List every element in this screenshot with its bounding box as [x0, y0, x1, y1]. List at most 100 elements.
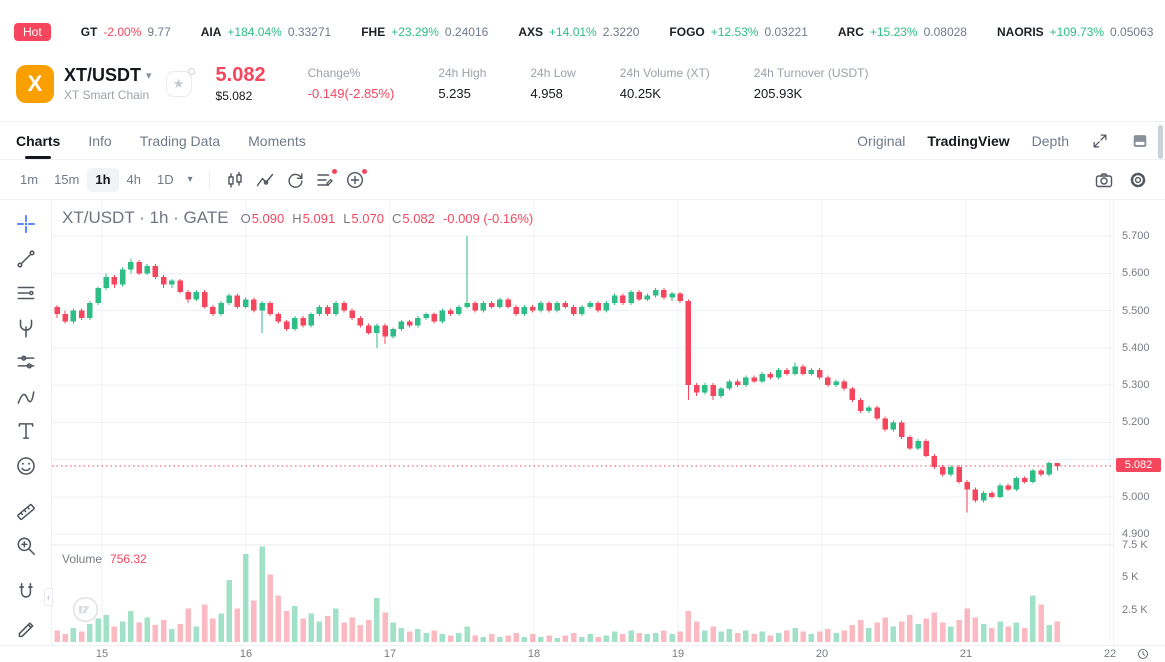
- pitchfork-icon: [19, 319, 32, 338]
- candlestick-chart[interactable]: [52, 200, 1113, 645]
- view-tradingview[interactable]: TradingView: [927, 132, 1010, 149]
- ticker-change: +12.53%: [710, 25, 759, 39]
- emoji-tool-button[interactable]: [9, 450, 43, 483]
- price-tick: 5.600: [1122, 267, 1150, 280]
- ticker-item[interactable]: AXS +14.01% 2.3220: [518, 25, 639, 39]
- crosshair-tool-button[interactable]: [9, 208, 43, 241]
- trendline-tool-button[interactable]: [9, 243, 43, 276]
- pair-selector[interactable]: XT/USDT ▾: [64, 65, 152, 86]
- refresh-button[interactable]: [280, 166, 310, 194]
- time-tick: 15: [95, 648, 109, 660]
- tab-charts[interactable]: Charts: [16, 122, 60, 159]
- interval-4h[interactable]: 4h: [126, 172, 141, 187]
- snapshot-button[interactable]: [1089, 166, 1119, 194]
- tab-moments[interactable]: Moments: [248, 132, 306, 149]
- time-tick: 16: [239, 648, 253, 660]
- brush-tool-button[interactable]: [9, 381, 43, 414]
- stat-volume: 24h Volume (XT) 40.25K: [620, 66, 710, 101]
- text-tool-button[interactable]: [9, 415, 43, 448]
- ticker-change: +14.01%: [549, 25, 597, 39]
- gear-icon: [1130, 172, 1146, 187]
- price-tick: 5.300: [1122, 379, 1150, 391]
- ticker-price: 0.24016: [444, 25, 489, 39]
- star-badge: [187, 67, 195, 75]
- time-tick: 21: [959, 648, 973, 660]
- text-icon: [18, 423, 33, 440]
- stat-label: 24h Volume (XT): [619, 66, 710, 80]
- ticker-symbol: GT: [80, 25, 98, 39]
- stat-value: -0.149(-2.85%): [307, 86, 395, 101]
- stat-label: Change%: [307, 66, 361, 80]
- ruler-tool-button[interactable]: [9, 495, 43, 528]
- view-depth[interactable]: Depth: [1031, 132, 1069, 149]
- ticker-price: 0.05063: [1110, 25, 1154, 39]
- ticker-item[interactable]: FOGO +12.53% 0.03221: [669, 25, 807, 39]
- fib-tool-button[interactable]: [9, 277, 43, 310]
- fib-retracement-icon: [17, 286, 34, 300]
- chart-style-button[interactable]: [220, 166, 250, 194]
- magnet-tool-button[interactable]: [9, 576, 43, 609]
- chain-label: XT Smart Chain: [64, 88, 150, 102]
- panel-layout-button[interactable]: [1131, 132, 1149, 150]
- zoom-tool-button[interactable]: [9, 530, 43, 563]
- stat-change: Change% -0.149(-2.85%): [308, 66, 395, 101]
- settings-button[interactable]: [1123, 166, 1153, 194]
- price-tick: 5.400: [1122, 341, 1150, 354]
- ticker-item[interactable]: ARC +15.23% 0.08028: [838, 25, 967, 39]
- tab-info[interactable]: Info: [88, 132, 112, 149]
- magnifier-icon: [17, 537, 35, 556]
- stat-value: 40.25K: [619, 86, 661, 101]
- ticker-item[interactable]: NAORIS +109.73% 0.05063: [997, 25, 1153, 39]
- indicators-button[interactable]: [250, 166, 280, 194]
- star-icon: ★: [172, 75, 185, 91]
- chart-plot: ‹ XT/USDT · 1h · GATE O 5.090 H 5.091 L 5.0…: [44, 200, 1113, 645]
- fullscreen-button[interactable]: [1091, 132, 1109, 150]
- divider: [208, 170, 210, 189]
- camera-icon: [1095, 172, 1113, 187]
- time-axis[interactable]: 15 16 17 18 19 20 21 22: [0, 645, 1165, 662]
- draw-tool-button[interactable]: [9, 610, 43, 643]
- interval-1d[interactable]: 1D: [157, 172, 174, 187]
- ticker-price: 2.3220: [602, 25, 640, 39]
- drawing-toolbar: [0, 200, 52, 645]
- collapse-sidebar-button[interactable]: ‹: [44, 588, 53, 606]
- pencil-icon: [18, 622, 33, 637]
- sliders-icon: [17, 355, 34, 369]
- price-axis[interactable]: 5.700 5.600 5.500 5.400 5.300 5.200 5.000 4.900…: [1113, 200, 1165, 645]
- time-tick: 19: [671, 648, 685, 660]
- usd-price: $5.082: [215, 89, 253, 103]
- interval-dropdown[interactable]: ▾: [187, 174, 193, 185]
- time-tick: 17: [383, 648, 397, 660]
- smiley-icon: [16, 456, 35, 475]
- interval-1m[interactable]: 1m: [20, 172, 39, 187]
- ticker-change: -2.00%: [103, 25, 142, 39]
- price-tick: 5.200: [1122, 416, 1150, 429]
- ticker-change: +184.04%: [227, 25, 282, 39]
- pitchfork-tool-button[interactable]: [9, 312, 43, 345]
- interval-1h[interactable]: 1h: [87, 167, 119, 192]
- add-indicator-button[interactable]: [340, 166, 370, 194]
- tradingview-logo[interactable]: [72, 596, 99, 628]
- view-original[interactable]: Original: [857, 132, 906, 149]
- ticker-symbol: AIA: [200, 25, 222, 39]
- scrollbar-thumb[interactable]: [1158, 125, 1163, 159]
- price-tick: 5.500: [1122, 304, 1150, 317]
- price-tick: 5.700: [1122, 230, 1150, 242]
- ticker-item[interactable]: AIA +184.04% 0.33271: [201, 25, 331, 39]
- stat-value: 205.93K: [753, 86, 803, 101]
- timezone-button[interactable]: [1137, 648, 1149, 662]
- interval-15m[interactable]: 15m: [54, 172, 80, 187]
- notification-dot: [361, 168, 367, 174]
- pattern-tool-button[interactable]: [9, 346, 43, 379]
- ticker-price: 0.03221: [764, 25, 808, 39]
- layers-button[interactable]: [310, 166, 340, 194]
- pair-header: X XT/USDT ▾ XT Smart Chain ★ 5.082 $5.08…: [0, 46, 1165, 122]
- tab-trading-data[interactable]: Trading Data: [139, 132, 221, 149]
- ticker-item[interactable]: FHE +23.29% 0.24016: [361, 25, 488, 39]
- ticker-item[interactable]: GT -2.00% 9.77: [81, 25, 171, 39]
- clock-icon: [1138, 649, 1148, 659]
- hot-badge: Hot: [14, 23, 51, 41]
- favorite-button[interactable]: ★: [165, 67, 195, 97]
- tabs-row: Charts Info Trading Data Moments Origina…: [0, 122, 1165, 160]
